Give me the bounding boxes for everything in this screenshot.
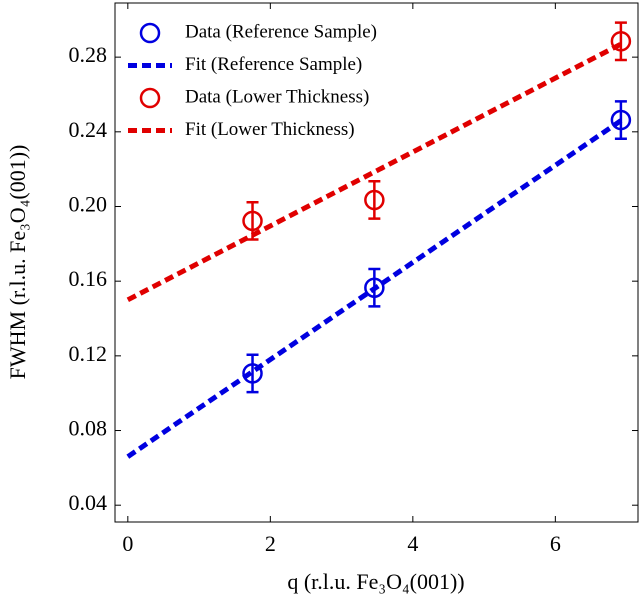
error-bar xyxy=(614,21,627,62)
y-tick-label: 0.28 xyxy=(69,42,108,67)
x-tick-label: 0 xyxy=(122,531,133,556)
y-axis-label: FWHM (r.l.u. Fe₃O₄(001)) xyxy=(5,145,30,380)
data-point xyxy=(610,31,632,52)
legend-label: Data (Reference Sample) xyxy=(185,21,377,42)
y-tick-label: 0.08 xyxy=(69,416,108,441)
legend-label: Data (Lower Thickness) xyxy=(185,86,369,107)
y-tick-label: 0.20 xyxy=(69,192,108,217)
y-tick-label: 0.16 xyxy=(69,266,108,291)
legend-marker xyxy=(139,87,161,109)
x-tick-label: 2 xyxy=(265,531,276,556)
legend-label: Fit (Lower Thickness) xyxy=(185,119,355,140)
y-tick-label: 0.24 xyxy=(69,117,108,142)
plot-frame xyxy=(114,2,639,523)
y-tick-label: 0.04 xyxy=(69,490,108,515)
data-point xyxy=(242,210,263,232)
x-axis-label: q (r.l.u. Fe₃O₄(001)) xyxy=(287,569,464,594)
x-tick-label: 6 xyxy=(550,531,561,556)
x-tick-label: 4 xyxy=(407,531,418,556)
legend-marker xyxy=(139,22,161,44)
y-tick-label: 0.12 xyxy=(69,341,108,366)
error-bar xyxy=(246,353,259,394)
fit-line xyxy=(126,118,623,459)
error-bar xyxy=(368,180,381,220)
legend-label: Fit (Reference Sample) xyxy=(185,54,362,75)
fit-line xyxy=(126,41,623,303)
error-bar xyxy=(614,100,627,140)
data-point xyxy=(242,363,263,384)
data-point xyxy=(364,277,385,298)
data-point xyxy=(364,189,385,211)
data-point xyxy=(610,109,632,131)
